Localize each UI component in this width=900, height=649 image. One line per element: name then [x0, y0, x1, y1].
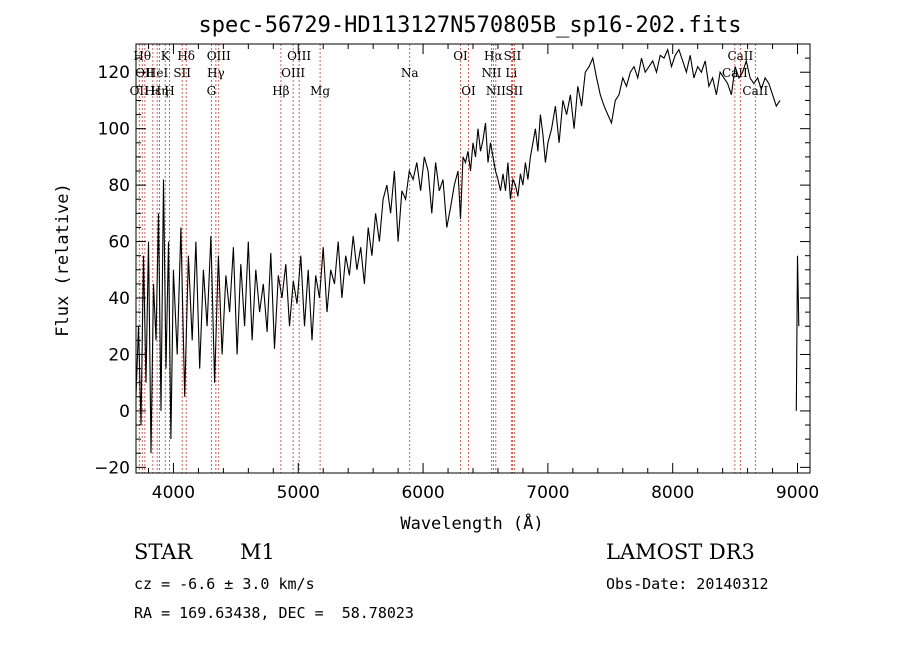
line-marker-label: SII — [173, 66, 191, 80]
line-marker-label: Na — [401, 66, 419, 80]
line-marker-label: Hε — [145, 84, 162, 98]
y-tick-label: 20 — [108, 345, 130, 365]
chart-title: spec-56729-HD113127N570805B_sp16-202.fit… — [198, 13, 741, 38]
line-marker-label: OIII — [287, 49, 311, 63]
line-marker-label: OIII — [207, 49, 231, 63]
y-tick-label: 0 — [119, 402, 130, 422]
line-marker-label: K — [161, 49, 171, 63]
x-axis-label: Wavelength (Å) — [400, 512, 543, 534]
line-marker-label: CaII — [722, 66, 748, 80]
line-marker-label: CaII — [742, 84, 768, 98]
survey-name: LAMOST DR3 — [606, 540, 755, 564]
line-marker-label: Hη — [151, 84, 169, 98]
line-marker-label: OI — [461, 84, 476, 98]
line-marker-label: G — [207, 84, 217, 98]
object-class: STAR — [134, 540, 193, 564]
x-tick-label: 9000 — [776, 483, 819, 503]
line-marker-label: Hγ — [207, 66, 225, 80]
object-subclass: M1 — [240, 540, 275, 564]
x-tick-label: 4000 — [152, 483, 195, 503]
line-marker-label: Li — [505, 66, 517, 80]
line-marker-label: SII — [504, 49, 522, 63]
observation-date: Obs-Date: 20140312 — [606, 575, 769, 593]
line-marker-label: SII — [505, 84, 523, 98]
x-tick-label: 6000 — [401, 483, 444, 503]
y-tick-label: 120 — [98, 63, 130, 83]
line-marker-label: CaII — [727, 49, 753, 63]
y-tick-label: 40 — [108, 289, 130, 309]
line-marker-label: OI — [453, 49, 468, 63]
coordinates: RA = 169.63438, DEC = 58.78023 — [134, 604, 414, 622]
y-tick-label: 60 — [108, 233, 130, 253]
line-marker-label: NII — [481, 66, 501, 80]
line-marker-label: OII — [135, 66, 155, 80]
line-marker-label: OIII — [281, 66, 305, 80]
y-tick-label: −20 — [94, 458, 130, 478]
redshift-cz: cz = -6.6 ± 3.0 km/s — [134, 575, 315, 593]
line-marker-label: HeI — [146, 66, 169, 80]
line-marker-label: Hβ — [272, 84, 289, 98]
line-marker-label: Hα — [484, 49, 503, 63]
line-marker-label: Hδ — [177, 49, 195, 63]
axis-ticks: 4000 5000 6000 7000 8000 9000 −20 0 20 40 60 80 100 1… — [94, 44, 819, 503]
x-tick-label: 8000 — [651, 483, 694, 503]
line-marker-label: NII — [486, 84, 506, 98]
x-tick-label: 7000 — [526, 483, 569, 503]
line-marker-label: Hθ — [133, 49, 151, 63]
line-marker-label: Mg — [310, 84, 330, 98]
plot-frame — [135, 43, 811, 474]
line-markers: OIIHθOIIHεHeIHηKHSIIHδGHγOIIIHβOIIIOIIIM… — [130, 44, 768, 473]
y-axis-label: Flux (relative) — [53, 183, 73, 337]
x-tick-label: 5000 — [277, 483, 320, 503]
y-tick-label: 80 — [108, 176, 130, 196]
line-marker-label: H — [164, 84, 174, 98]
line-marker-label: OII — [130, 84, 150, 98]
spectrum-tail — [795, 255, 800, 411]
y-tick-label: 100 — [98, 120, 130, 140]
spectrum-line — [135, 47, 781, 454]
